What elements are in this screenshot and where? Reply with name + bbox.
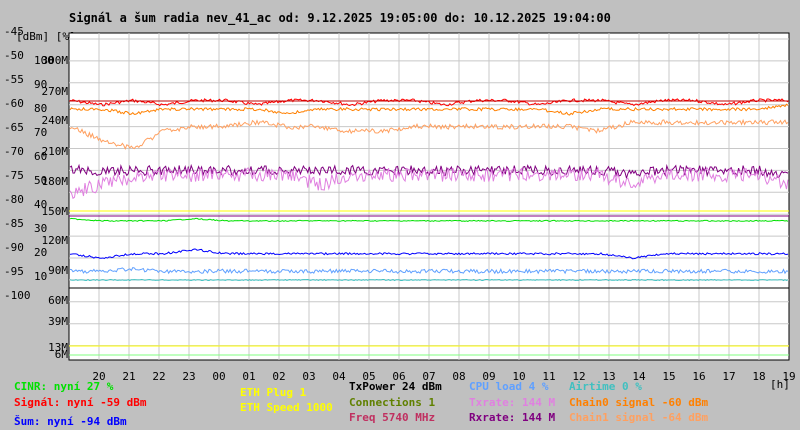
legend-rxrate: Rxrate: 144 M: [469, 411, 555, 424]
series-line: [69, 217, 789, 222]
y-tick-pct-label: 90: [34, 78, 47, 91]
legend-eth-speed: ETH Speed 1000: [240, 401, 333, 414]
x-tick-label: 06: [392, 370, 405, 383]
x-tick-label: 19: [782, 370, 795, 383]
y-tick-dbm: -85: [4, 217, 24, 230]
y-tick-rate: 13M: [48, 341, 68, 354]
series-line: [69, 267, 789, 275]
y-tick-dbm: -45: [4, 25, 24, 38]
y-tick-dbm: -95: [4, 265, 24, 278]
y-tick-dbm: -75: [4, 169, 24, 182]
x-tick-label: 22: [152, 370, 165, 383]
y-tick-dbm: -70: [4, 145, 24, 158]
x-tick-label: 07: [422, 370, 435, 383]
legend-connections: Connections 1: [349, 396, 435, 409]
y-tick-dbm: -90: [4, 241, 24, 254]
legend: CINR: nyní 27 % Signál: nyní -59 dBm Šum…: [14, 380, 708, 428]
y-tick-pct-label: 80: [34, 102, 47, 115]
legend-cinr: CINR: nyní 27 %: [14, 380, 114, 393]
y-tick-pct-label: 70: [34, 126, 47, 139]
y-tick-rate: 240M: [42, 114, 69, 127]
x-tick-label: 04: [332, 370, 346, 383]
series-line: [69, 278, 789, 282]
x-unit-label: [h]: [770, 378, 790, 391]
y-tick-dbm: -100: [4, 289, 31, 302]
x-tick-label: 10: [512, 370, 525, 383]
legend-chain1: Chain1 signal -64 dBm: [569, 411, 708, 424]
x-tick-label: 14: [632, 370, 646, 383]
y-tick-rate: 150M: [42, 205, 69, 218]
y-tick-rate: 120M: [42, 234, 69, 247]
x-tick-label: 16: [692, 370, 705, 383]
y-tick-rate: 300M: [42, 54, 69, 67]
y-tick-pct-label: 50: [34, 174, 47, 187]
x-tick-label: 09: [482, 370, 495, 383]
x-tick-label: 05: [362, 370, 375, 383]
y-tick-dbm: -50: [4, 49, 24, 62]
x-tick-label: 03: [302, 370, 315, 383]
x-tick-label: 13: [602, 370, 615, 383]
y-tick-dbm: -55: [4, 73, 24, 86]
series-line: [69, 103, 789, 116]
x-tick-label: 01: [242, 370, 255, 383]
y-tick-labels: -45 -50 -55 -60 -65 -70 -75 -80 -85 -90 -95 -100 100…: [4, 25, 68, 361]
y-tick-rate: 180M: [42, 175, 69, 188]
legend-eth-plug: ETH Plug 1: [240, 386, 307, 399]
x-tick-label: 02: [272, 370, 285, 383]
legend-noise: Šum: nyní -94 dBm: [14, 415, 127, 428]
y-tick-rate: 210M: [42, 145, 69, 158]
x-tick-label: 15: [662, 370, 675, 383]
x-tick-label: 00: [212, 370, 225, 383]
x-tick-label: 21: [122, 370, 135, 383]
x-tick-label: 12: [572, 370, 585, 383]
y-tick-rate: 6M: [55, 348, 69, 361]
y-tick-dbm: -65: [4, 121, 24, 134]
y-tick-pct-label: 20: [34, 246, 47, 259]
y-tick-rate: 90M: [48, 264, 68, 277]
legend-txpower: TxPower 24 dBm: [349, 380, 442, 393]
legend-txrate: Txrate: 144 M: [469, 396, 555, 409]
series-line: [69, 118, 789, 150]
legend-cpu: CPU load 4 %: [469, 380, 549, 393]
legend-signal: Signál: nyní -59 dBm: [14, 396, 147, 409]
x-tick-label: 11: [542, 370, 555, 383]
y-tick-pct-label: 60: [34, 150, 47, 163]
y-tick-pct-label: 10: [34, 270, 47, 283]
x-tick-label: 18: [752, 370, 765, 383]
x-tick-labels: 20 21 22 23 00 01 02 03 04 05 06 07 08 09 10 11 12 13 14 15…: [92, 370, 795, 383]
y-axis-label: [dBm] [%]: [16, 30, 76, 43]
series-layer: [69, 98, 789, 356]
y-tick-pct-label: 100: [34, 54, 54, 67]
x-tick-label: 08: [452, 370, 465, 383]
legend-airtime: Airtime 0 %: [569, 380, 642, 393]
series-line: [69, 163, 789, 180]
series-line: [69, 248, 789, 260]
legend-freq: Freq 5740 MHz: [349, 411, 435, 424]
y-tick-rate: 60M: [48, 294, 68, 307]
series-line: [69, 166, 789, 200]
x-tick-label: 17: [722, 370, 735, 383]
y-tick-dbm: -60: [4, 97, 24, 110]
legend-chain0: Chain0 signal -60 dBm: [569, 396, 708, 409]
y-tick-rate: 270M: [42, 85, 69, 98]
y-tick-dbm: -80: [4, 193, 24, 206]
y-tick-pct-label: 30: [34, 222, 47, 235]
chart-title: Signál a šum radia nev_41_ac od: 9.12.20…: [69, 11, 611, 26]
y-tick-rate: 39M: [48, 315, 68, 328]
x-tick-label: 20: [92, 370, 105, 383]
y-tick-pct-label: 40: [34, 198, 47, 211]
x-tick-label: 23: [182, 370, 195, 383]
